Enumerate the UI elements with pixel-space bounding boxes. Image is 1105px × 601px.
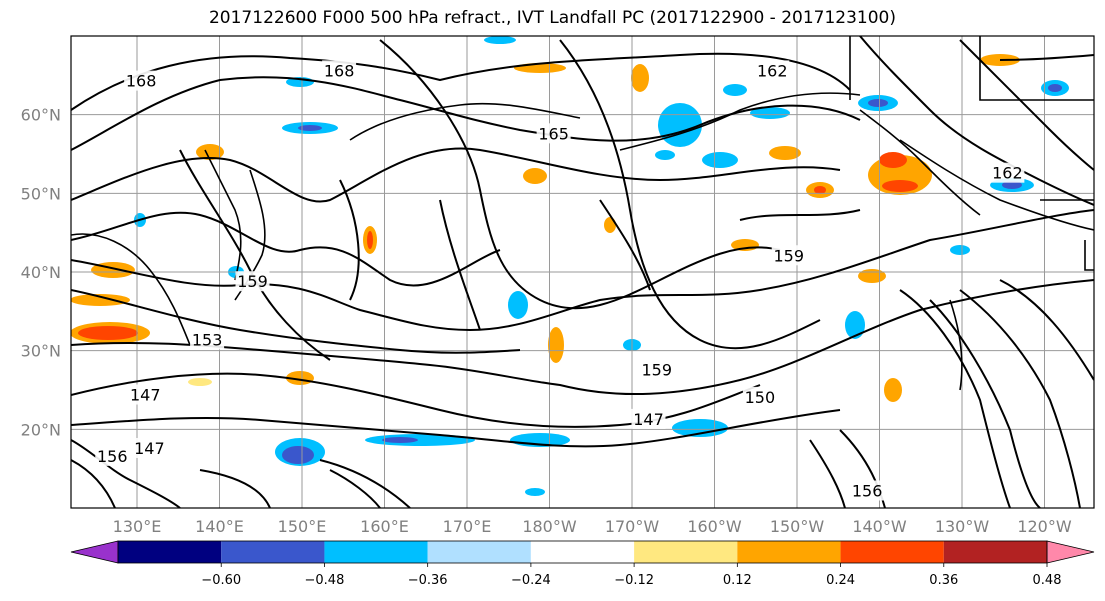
coastlines [71, 36, 1094, 391]
colorbar-segment [118, 541, 222, 563]
contour-label: 147 [132, 438, 167, 458]
longitude-labels: 130°E 140°E 150°E 160°E 170°E 180°W 170°W 160°W… [113, 517, 1072, 536]
colorbar-tick-label: 0.24 [826, 573, 855, 588]
lon-tick-label: 120°W [1017, 517, 1072, 536]
contour-label: 153 [190, 329, 225, 350]
colorbar-tick-label: −0.24 [511, 573, 551, 588]
colorbar-tick-label: −0.48 [305, 573, 345, 588]
colorbar-segment [634, 541, 738, 563]
lon-tick-label: 170°W [605, 517, 660, 536]
svg-text:159: 159 [237, 272, 268, 291]
svg-text:162: 162 [757, 61, 788, 80]
svg-text:162: 162 [992, 164, 1023, 183]
contour-labels: 168 168 162 165 162 159 159 153 147 150 147 159 156 1… [95, 60, 1025, 501]
svg-text:168: 168 [324, 61, 355, 80]
lon-tick-label: 170°E [443, 517, 492, 536]
lat-tick-label: 20°N [21, 420, 61, 439]
colorbar-segment [840, 541, 944, 563]
colorbar-segment [324, 541, 428, 563]
contour-label: 147 [631, 408, 666, 429]
lat-tick-label: 60°N [21, 106, 61, 125]
contour-label: 168 [124, 70, 159, 91]
lon-tick-label: 150°E [278, 517, 327, 536]
svg-text:150: 150 [745, 388, 776, 407]
map-title: 2017122600 F000 500 hPa refract., IVT La… [208, 8, 896, 28]
lon-tick-label: 180°W [522, 517, 577, 536]
colorbar-tick-label: 0.48 [1033, 573, 1062, 588]
lon-tick-label: 160°W [687, 517, 742, 536]
contour-label: 150 [742, 386, 777, 407]
lon-tick-label: 160°E [360, 517, 409, 536]
contour-label: 159 [639, 359, 674, 380]
map-plot-area [71, 36, 1094, 508]
colorbar-tick-label: −0.12 [614, 573, 654, 588]
contour-label: 159 [771, 245, 806, 266]
contour-label: 168 [322, 60, 357, 81]
colorbar-segment [530, 541, 635, 563]
contour-label: 162 [990, 162, 1025, 183]
lat-tick-label: 50°N [21, 184, 61, 203]
colorbar-tick-label: −0.36 [408, 573, 448, 588]
lon-tick-label: 130°E [113, 517, 162, 536]
colorbar-tick-label: −0.60 [201, 573, 241, 588]
lon-tick-label: 150°W [770, 517, 825, 536]
lat-tick-label: 30°N [21, 342, 61, 361]
contour-label: 165 [536, 123, 571, 144]
svg-text:168: 168 [126, 72, 157, 91]
colorbar-tick-label: 0.36 [929, 573, 958, 588]
svg-text:156: 156 [97, 447, 128, 466]
contour-label: 159 [235, 271, 270, 292]
colorbar: −0.60 −0.48 −0.36 −0.24 −0.12 0.12 0.24 0.36 0.4… [70, 540, 1095, 588]
lat-tick-label: 40°N [21, 263, 61, 282]
svg-text:147: 147 [633, 410, 664, 429]
map-frame [70, 35, 1095, 509]
svg-text:159: 159 [641, 360, 672, 379]
svg-text:147: 147 [130, 386, 161, 405]
svg-text:159: 159 [773, 246, 804, 265]
colorbar-segment [427, 541, 531, 563]
colorbar-tick-label: 0.12 [723, 573, 752, 588]
svg-text:156: 156 [852, 481, 883, 500]
contour-label: 156 [95, 445, 130, 466]
colorbar-segment [221, 541, 325, 563]
contour-label: 162 [755, 60, 790, 81]
lon-tick-label: 140°E [195, 517, 244, 536]
lon-tick-label: 130°W [935, 517, 990, 536]
svg-text:153: 153 [192, 330, 223, 349]
lon-tick-label: 140°W [852, 517, 907, 536]
contour-label: 147 [128, 384, 163, 405]
colorbar-extend-low [70, 540, 119, 564]
svg-text:165: 165 [538, 124, 569, 143]
colorbar-segment [943, 541, 1047, 563]
contour-label: 156 [850, 480, 885, 501]
latitude-labels: 20°N 30°N 40°N 50°N 60°N [21, 106, 61, 440]
svg-text:147: 147 [134, 439, 165, 458]
colorbar-segment [737, 541, 841, 563]
colorbar-outline [117, 540, 1048, 564]
colorbar-extend-high [1046, 540, 1095, 564]
filled-anomalies [71, 36, 1069, 496]
